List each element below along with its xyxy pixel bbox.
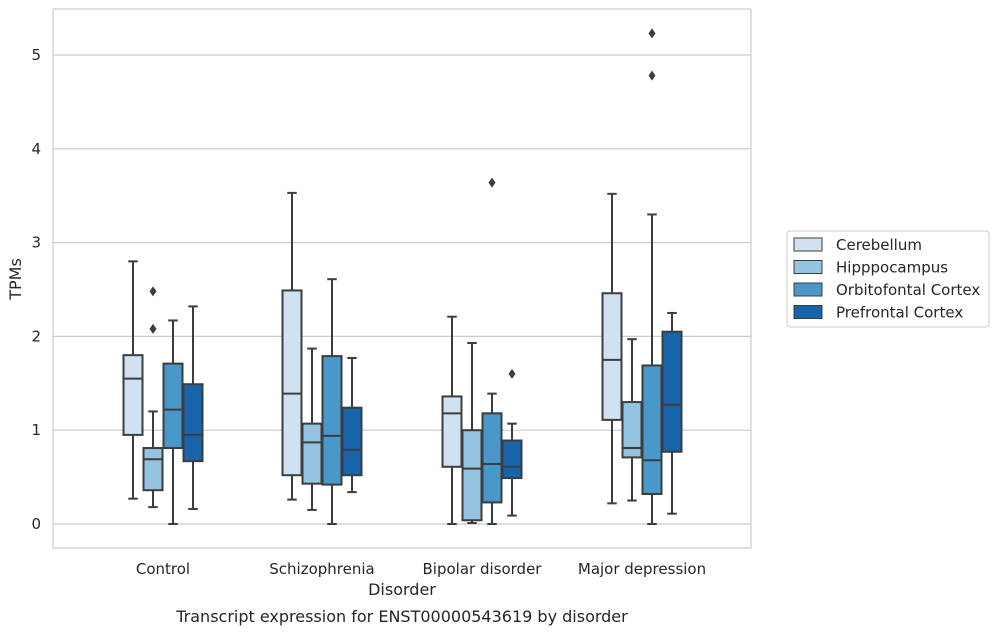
legend-frame <box>786 230 990 328</box>
box-rect <box>321 355 343 486</box>
x-tick-label: Bipolar disorder <box>423 560 543 578</box>
y-tick-label: 2 <box>31 327 41 345</box>
box-1-1 <box>301 347 323 511</box>
legend-label: Prefrontal Cortex <box>836 304 963 322</box>
y-tick-label: 1 <box>31 421 41 439</box>
x-tick-label: Schizophrenia <box>269 560 374 578</box>
box-2-1 <box>461 341 483 525</box>
box-1-0 <box>281 191 303 501</box>
x-tick-label: Control <box>136 560 190 578</box>
box-rect <box>142 447 164 492</box>
outlier-point <box>508 368 516 379</box>
outlier-point <box>149 323 157 334</box>
box-rect <box>341 406 363 477</box>
plot-area-frame <box>52 8 752 549</box>
box-2-3 <box>501 368 523 517</box>
box-rect <box>301 422 323 485</box>
box-rect <box>601 292 623 421</box>
legend-swatch <box>793 305 823 319</box>
box-0-3 <box>182 305 204 510</box>
box-3-3 <box>661 311 683 515</box>
box-rect <box>621 401 643 459</box>
box-0-2 <box>162 319 184 525</box>
x-axis-title: Disorder <box>368 580 436 599</box>
box-1-2 <box>321 278 343 525</box>
box-rect <box>501 439 523 480</box>
box-rect <box>122 354 144 436</box>
chart-title: Transcript expression for ENST0000054361… <box>175 607 628 626</box>
legend-label: Hipppocampus <box>836 259 948 277</box>
y-tick-label: 0 <box>31 515 41 533</box>
box-rect <box>162 362 184 450</box>
box-rect <box>281 289 303 477</box>
box-3-1 <box>621 338 643 502</box>
y-tick-label: 5 <box>31 46 41 64</box>
box-rect <box>661 330 683 453</box>
y-tick-label: 3 <box>31 234 41 252</box>
legend-swatch <box>793 237 823 252</box>
x-tick-label: Major depression <box>578 560 706 578</box>
box-1-3 <box>341 356 363 494</box>
boxes <box>122 28 683 525</box>
box-0-0 <box>122 260 144 500</box>
box-rect <box>441 395 463 468</box>
box-2-0 <box>441 315 463 525</box>
box-3-2 <box>641 28 663 525</box>
box-2-2 <box>481 177 503 525</box>
box-rect <box>481 412 503 504</box>
legend-swatch <box>793 260 823 274</box>
outlier-point <box>648 70 656 81</box>
y-tick-label: 4 <box>31 140 41 158</box>
box-3-0 <box>601 192 623 505</box>
box-rect <box>461 429 483 522</box>
legend-swatch <box>793 282 823 297</box>
legend-label: Cerebellum <box>836 236 922 254</box>
outlier-point <box>488 177 496 188</box>
outlier-point <box>149 286 157 297</box>
legend-label: Orbitofontal Cortex <box>836 281 980 299</box>
outlier-point <box>648 28 656 39</box>
x-tick-labels: Control Schizophrenia Bipolar disorder Majo… <box>136 560 706 578</box>
y-tick-labels: 0 1 2 3 4 5 <box>31 46 41 533</box>
y-axis-title: TPMs <box>6 258 25 301</box>
box-rect <box>182 383 204 463</box>
legend: Cerebellum Hipppocampus Orbitofontal Corte… <box>786 230 990 328</box>
box-rect <box>641 364 663 495</box>
box-0-1 <box>142 286 164 509</box>
